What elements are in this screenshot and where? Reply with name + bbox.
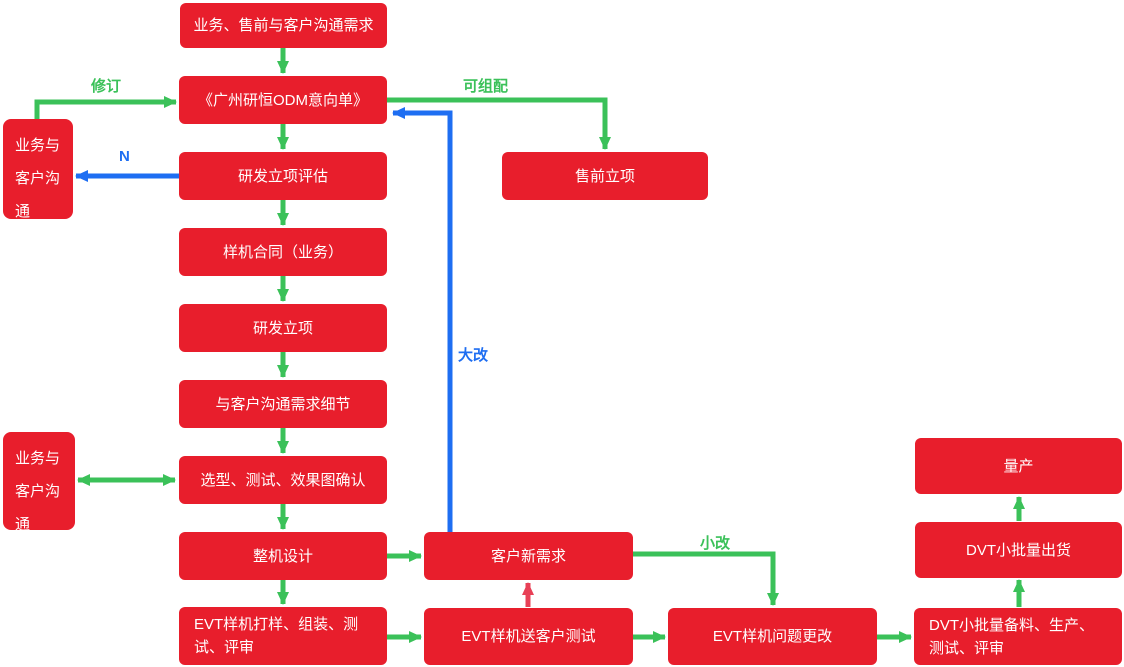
node-machine-design: 整机设计 [179,532,387,580]
node-rd-project-eval: 研发立项评估 [179,152,387,200]
node-odm-form: 《广州研恒ODM意向单》 [179,76,387,124]
edge-label-n: N [119,148,130,165]
edge-label-minor-change: 小改 [700,535,731,552]
node-demand: 业务、售前与客户沟通需求 [180,3,387,48]
edge-odm-configurable-to-presales [387,97,611,150]
edge-newreq-minor-change-to-evt-fix [633,551,779,606]
node-discuss-detail: 与客户沟通需求细节 [179,380,387,428]
edge-comm1-revise-to-odm [34,96,177,119]
node-prototype-contract: 样机合同（业务） [179,228,387,276]
edge-label-revise: 修订 [91,78,122,95]
node-customer-new-requirement: 客户新需求 [424,532,633,580]
node-evt-issue-fix: EVT样机问题更改 [668,608,877,665]
node-evt-customer-test: EVT样机送客户测试 [424,608,633,665]
node-evt-build: EVT样机打样、组装、测试、评审 [179,607,387,665]
edge-newreq-major-change-to-odm [392,107,453,532]
node-presales-project: 售前立项 [502,152,708,200]
node-dvt-small-batch: DVT小批量备料、生产、测试、评审 [914,608,1122,665]
node-mass-production: 量产 [915,438,1122,494]
node-business-customer-comm-1: 业务与客户沟通 [3,119,73,220]
node-business-customer-comm-2: 业务与客户沟通 [3,432,75,533]
node-dvt-shipment: DVT小批量出货 [915,522,1122,578]
node-rd-project: 研发立项 [179,304,387,352]
edge-label-configurable: 可组配 [463,78,509,95]
edge-label-major-change: 大改 [458,347,489,364]
node-selection-test-confirm: 选型、测试、效果图确认 [179,456,387,504]
